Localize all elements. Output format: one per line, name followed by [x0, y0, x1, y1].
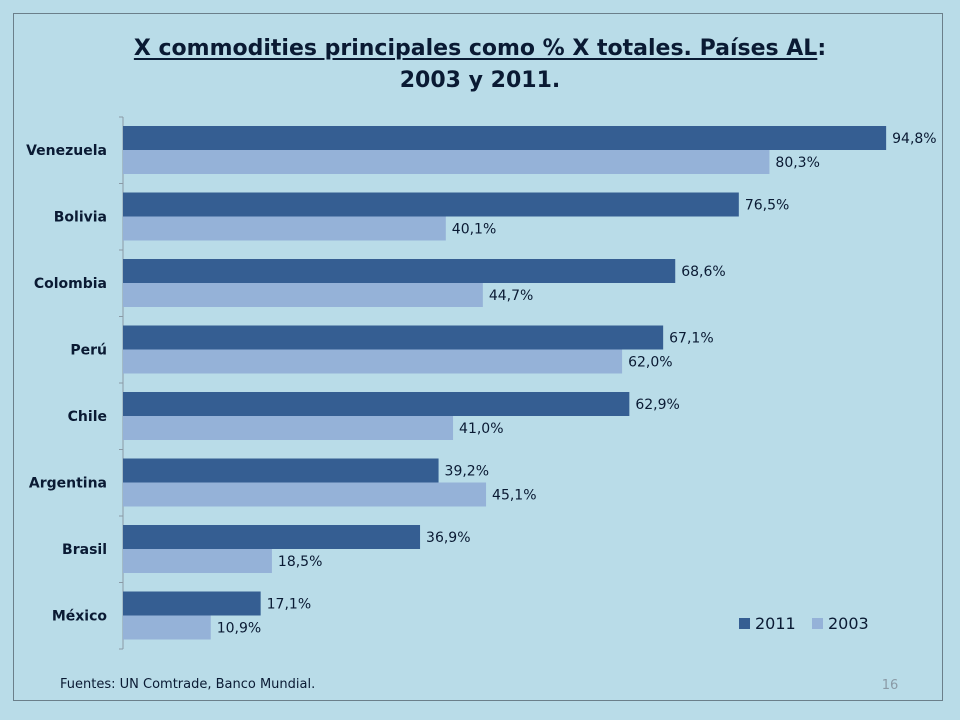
bar-2003 [123, 416, 454, 440]
legend-label-2011: 2011 [755, 614, 796, 633]
chart-title-colon: : [817, 36, 827, 61]
legend-swatch-2011 [739, 618, 750, 629]
data-label-2011: 76,5% [745, 198, 789, 214]
bar-2003 [123, 216, 446, 241]
bar-2011 [123, 325, 664, 350]
bar-2011 [123, 458, 439, 483]
bar-2003 [123, 549, 272, 573]
category-label: Argentina [29, 476, 107, 492]
category-label: Bolivia [54, 210, 107, 226]
category-label: México [52, 609, 108, 625]
category-label: Venezuela [26, 143, 107, 159]
bar-2011 [123, 126, 887, 150]
data-label-2003: 62,0% [628, 355, 672, 371]
chart-subtitle: 2003 y 2011. [399, 68, 561, 93]
chart-title-main: X commodities principales como % X total… [133, 36, 818, 61]
bar-2003 [123, 283, 483, 307]
data-label-2011: 67,1% [669, 331, 713, 347]
bar-2011 [123, 591, 261, 616]
bar-2003 [123, 150, 770, 174]
category-label: Brasil [62, 542, 107, 558]
data-label-2003: 44,7% [489, 288, 533, 304]
category-label: Colombia [34, 276, 107, 292]
data-label-2011: 62,9% [635, 397, 679, 413]
data-label-2003: 18,5% [278, 554, 322, 570]
data-label-2003: 80,3% [775, 155, 819, 171]
source-note: Fuentes: UN Comtrade, Banco Mundial. [60, 677, 316, 692]
category-label: Perú [70, 343, 107, 359]
bar-2011 [123, 192, 739, 217]
data-label-2003: 40,1% [452, 222, 496, 238]
bar-2003 [123, 615, 211, 640]
category-label: Chile [68, 409, 107, 425]
data-label-2003: 41,0% [459, 421, 503, 437]
legend-swatch-2003 [812, 618, 823, 629]
chart-title: X commodities principales como % X total… [0, 38, 960, 60]
data-label-2003: 45,1% [492, 488, 536, 504]
bar-2011 [123, 259, 676, 283]
data-label-2011: 36,9% [426, 530, 470, 546]
bar-2011 [123, 525, 421, 549]
data-label-2011: 39,2% [445, 464, 489, 480]
data-label-2003: 10,9% [217, 621, 261, 637]
bar-2003 [123, 482, 487, 507]
data-label-2011: 17,1% [267, 597, 311, 613]
legend-label-2003: 2003 [828, 614, 869, 633]
slide-frame [13, 13, 943, 701]
data-label-2011: 68,6% [681, 264, 725, 280]
bar-2003 [123, 349, 623, 374]
bar-2011 [123, 392, 630, 416]
data-label-2011: 94,8% [892, 131, 936, 147]
page-number: 16 [881, 678, 899, 693]
